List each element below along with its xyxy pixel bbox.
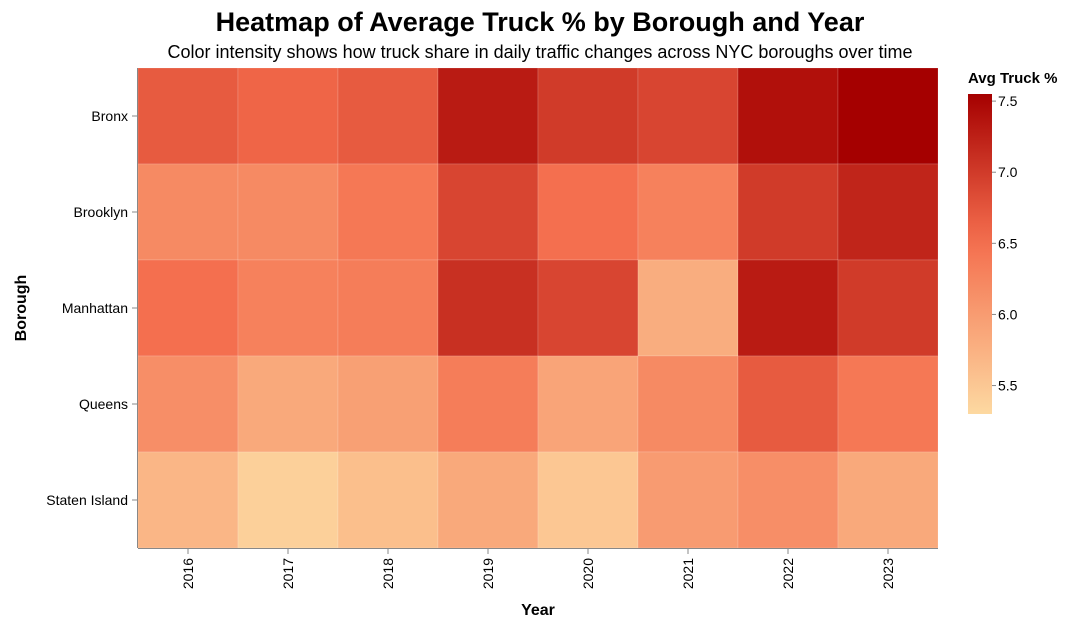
heatmap-cell <box>737 67 839 165</box>
x-axis-title: Year <box>521 602 555 619</box>
x-axis: 2016 2017 2018 2019 2020 2021 2022 2023 <box>138 548 938 589</box>
y-tick-label: Brooklyn <box>74 204 128 220</box>
heatmap-cells <box>137 67 939 549</box>
x-tick-label: 2018 <box>380 558 396 589</box>
heatmap-cell <box>837 451 939 549</box>
x-tick-label: 2022 <box>780 558 796 589</box>
heatmap-cell <box>237 451 339 549</box>
legend-tick-label: 5.5 <box>998 378 1018 394</box>
heatmap-cell <box>437 259 539 357</box>
y-tick-label: Bronx <box>91 108 128 124</box>
heatmap-cell <box>137 67 239 165</box>
heatmap-cell <box>137 259 239 357</box>
heatmap-cell <box>337 163 439 261</box>
heatmap-cell <box>737 355 839 453</box>
heatmap-cell <box>437 355 539 453</box>
legend-tick-label: 6.0 <box>998 306 1018 322</box>
x-tick-label: 2016 <box>180 558 196 589</box>
heatmap-cell <box>237 67 339 165</box>
heatmap-cell <box>737 259 839 357</box>
y-axis-title: Borough <box>13 275 30 342</box>
heatmap-cell <box>637 163 739 261</box>
y-tick-label: Queens <box>79 396 128 412</box>
heatmap-cell <box>537 259 639 357</box>
heatmap-cell <box>237 259 339 357</box>
heatmap-cell <box>637 259 739 357</box>
y-tick-label: Manhattan <box>62 300 128 316</box>
color-legend: Avg Truck % 7.5 7.0 6.5 6.0 5.5 <box>968 70 1057 414</box>
legend-tick-label: 6.5 <box>998 235 1018 251</box>
heatmap-cell <box>637 67 739 165</box>
heatmap-cell <box>337 355 439 453</box>
heatmap-cell <box>537 355 639 453</box>
heatmap-cell <box>137 451 239 549</box>
legend-color-bar <box>968 94 992 414</box>
legend-ticks: 7.5 7.0 6.5 6.0 5.5 <box>992 93 1018 394</box>
heatmap-cell <box>337 259 439 357</box>
heatmap-cell <box>337 451 439 549</box>
heatmap-cell <box>137 163 239 261</box>
legend-tick-label: 7.0 <box>998 164 1018 180</box>
heatmap-cell <box>137 355 239 453</box>
chart-title: Heatmap of Average Truck % by Borough an… <box>216 7 865 37</box>
heatmap-cell <box>537 451 639 549</box>
heatmap-cell <box>437 67 539 165</box>
legend-title: Avg Truck % <box>968 70 1057 87</box>
legend-tick-label: 7.5 <box>998 93 1018 109</box>
heatmap-cell <box>637 355 739 453</box>
x-tick-label: 2019 <box>480 558 496 589</box>
heatmap-cell <box>837 163 939 261</box>
heatmap-cell <box>637 451 739 549</box>
chart-subtitle: Color intensity shows how truck share in… <box>168 42 913 62</box>
x-tick-label: 2017 <box>280 558 296 589</box>
x-tick-label: 2020 <box>580 558 596 589</box>
heatmap-cell <box>237 355 339 453</box>
heatmap-cell <box>337 67 439 165</box>
heatmap-cell <box>437 163 539 261</box>
heatmap-cell <box>737 451 839 549</box>
heatmap-cell <box>837 67 939 165</box>
x-tick-label: 2021 <box>680 558 696 589</box>
heatmap-cell <box>437 451 539 549</box>
y-tick-label: Staten Island <box>46 492 128 508</box>
heatmap-cell <box>837 355 939 453</box>
x-tick-label: 2023 <box>880 558 896 589</box>
y-axis: Bronx Brooklyn Manhattan Queens Staten Islan… <box>46 68 138 548</box>
heatmap-cell <box>537 67 639 165</box>
heatmap-cell <box>837 259 939 357</box>
heatmap-cell <box>737 163 839 261</box>
heatmap-cell <box>237 163 339 261</box>
heatmap-cell <box>537 163 639 261</box>
